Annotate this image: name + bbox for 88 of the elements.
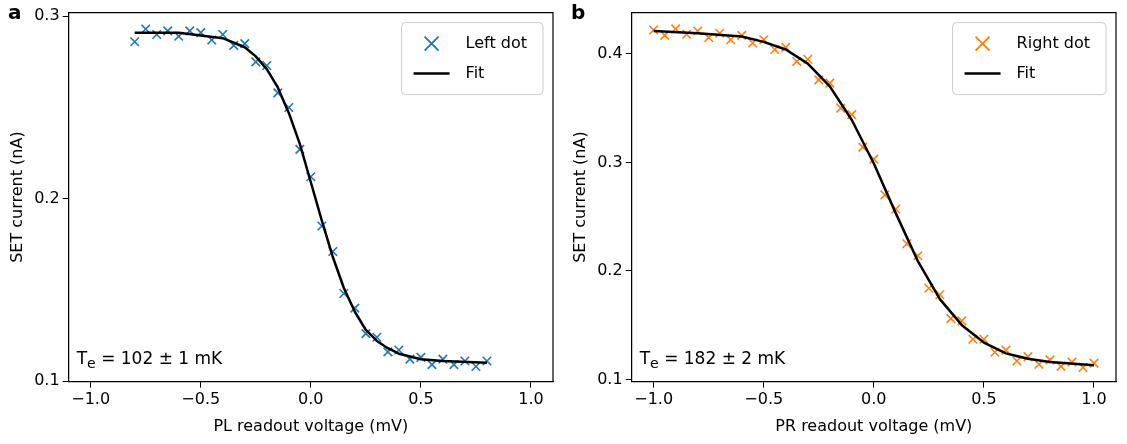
chart-title: a [8, 0, 22, 24]
point [802, 54, 813, 65]
point [184, 25, 195, 36]
point [459, 355, 470, 367]
point [327, 246, 338, 257]
point [349, 303, 360, 314]
annotation: T$_{e}$ = 102 ± 1 mK [76, 347, 223, 371]
x-axis-title: PR readout voltage (mV) [775, 415, 973, 435]
y-tick-label: 0.1 [34, 370, 60, 390]
point [681, 29, 692, 40]
x-tick-label: 0.5 [408, 389, 434, 409]
point [912, 250, 923, 261]
point [173, 31, 184, 42]
point [901, 238, 912, 249]
y-axis-title: SET current (nA) [6, 131, 26, 263]
x-tick-label: 0.5 [971, 389, 997, 409]
x-axis-title: PL readout voltage (mV) [213, 415, 409, 435]
point [824, 78, 835, 89]
point [1011, 355, 1022, 367]
x-tick-label: 0.0 [861, 389, 887, 409]
point [879, 189, 890, 200]
point [360, 328, 371, 339]
point [250, 56, 261, 67]
point [780, 42, 791, 53]
legend-label: Left dot [465, 32, 527, 52]
point [382, 346, 393, 357]
point [371, 332, 382, 343]
point [481, 355, 492, 367]
point [659, 30, 670, 41]
y-tick-label: 0.2 [34, 187, 60, 207]
point [703, 32, 714, 43]
point [934, 289, 945, 300]
point [151, 29, 162, 40]
y-tick-label: 0.3 [34, 5, 60, 25]
point [846, 109, 857, 120]
x-tick-label: 1.0 [518, 389, 544, 409]
point [1066, 357, 1078, 368]
point [956, 315, 967, 326]
point [129, 36, 140, 47]
point [967, 334, 978, 345]
y-tick-label: 0.1 [597, 368, 623, 388]
point [261, 60, 272, 71]
x-tick-label: −0.5 [181, 389, 221, 409]
point [923, 283, 934, 294]
point [195, 27, 206, 38]
point [415, 352, 426, 363]
point [162, 25, 173, 36]
point [393, 345, 404, 356]
point [1088, 358, 1100, 369]
point [1033, 359, 1044, 370]
point [1044, 354, 1055, 365]
y-axis-title: SET current (nA) [569, 131, 589, 263]
x-tick-label: −1.0 [634, 389, 674, 409]
y-tick-label: 0.4 [597, 43, 623, 62]
point [989, 347, 1000, 358]
legend-label: Fit [1016, 62, 1036, 82]
point [206, 34, 217, 45]
point [857, 142, 868, 153]
y-tick-label: 0.2 [597, 260, 623, 280]
point [714, 28, 725, 39]
point [648, 24, 659, 36]
annotation: T$_{e}$ = 182 ± 2 mK [639, 347, 786, 371]
x-tick-label: 0.0 [298, 389, 324, 409]
point [217, 29, 228, 40]
point [437, 354, 448, 365]
point [835, 103, 846, 114]
point [747, 37, 758, 49]
point [813, 74, 824, 85]
point [272, 87, 283, 98]
point [978, 334, 989, 345]
point [736, 30, 747, 41]
point [1077, 362, 1089, 373]
legend-label: Right dot [1016, 32, 1090, 52]
x-tick-label: 1.0 [1081, 389, 1107, 409]
point [305, 171, 316, 182]
point [692, 26, 703, 37]
point [239, 38, 250, 49]
y-tick-label: 0.3 [597, 151, 623, 171]
x-tick-label: −1.0 [71, 389, 111, 409]
legend-label: Fit [465, 62, 485, 82]
point [758, 34, 769, 45]
point [769, 44, 780, 55]
chart-title: b [571, 0, 586, 24]
point [945, 313, 956, 324]
x-tick-label: −0.5 [744, 389, 784, 409]
point [1000, 345, 1011, 356]
point [1055, 361, 1066, 372]
point [228, 40, 239, 51]
